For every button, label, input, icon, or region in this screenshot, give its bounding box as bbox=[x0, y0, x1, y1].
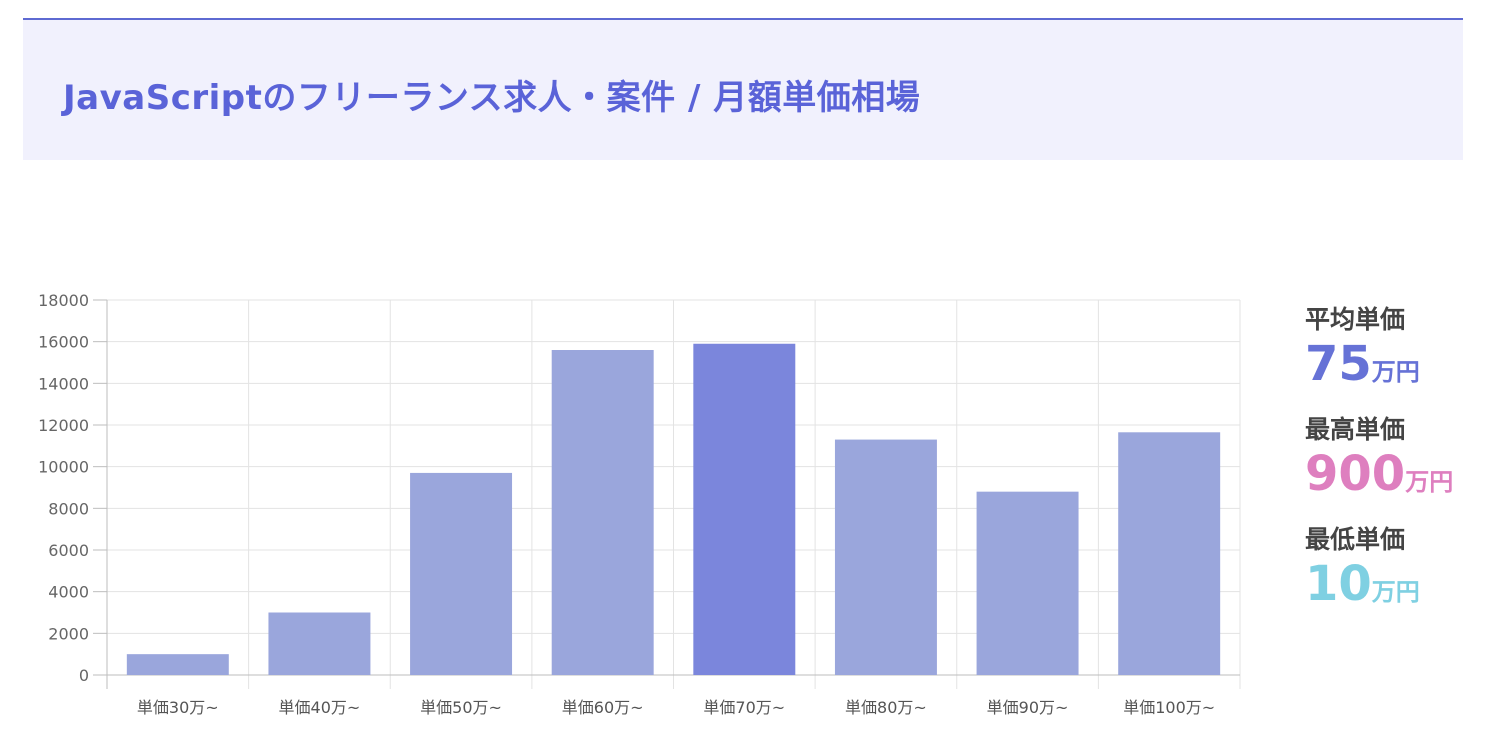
page-title: JavaScriptのフリーランス求人・案件 / 月額単価相場 bbox=[63, 78, 921, 118]
bar-chart-svg: 0 2000 4000 6000 8000 10000 12000 14000 16000 180… bbox=[38, 291, 1241, 717]
max-rate: 最高単価 900万円 bbox=[1305, 415, 1495, 507]
min-rate-number: 10 bbox=[1305, 556, 1372, 612]
rate-chart: 0 2000 4000 6000 8000 10000 12000 14000 16000 180… bbox=[0, 280, 1260, 748]
bar bbox=[268, 612, 371, 675]
y-tick-label: 14000 bbox=[38, 374, 89, 393]
average-rate-unit: 万円 bbox=[1371, 358, 1420, 386]
y-tick-label: 18000 bbox=[38, 291, 89, 310]
y-tick-label: 2000 bbox=[48, 624, 89, 643]
min-rate-label: 最低単価 bbox=[1305, 525, 1406, 554]
x-tick-label: 単価80万~ bbox=[845, 698, 927, 717]
max-rate-unit: 万円 bbox=[1405, 468, 1454, 496]
y-tick-label: 16000 bbox=[38, 333, 89, 352]
bar bbox=[551, 350, 654, 675]
bar bbox=[693, 343, 796, 675]
y-tick-label: 8000 bbox=[48, 499, 89, 518]
bar bbox=[976, 491, 1079, 675]
x-tick-label: 単価90万~ bbox=[987, 698, 1069, 717]
y-tick-label: 0 bbox=[79, 666, 89, 685]
y-tick-label: 10000 bbox=[38, 458, 89, 477]
y-tick-label: 6000 bbox=[48, 541, 89, 560]
average-rate-label: 平均単価 bbox=[1305, 305, 1406, 334]
x-tick-label: 単価70万~ bbox=[703, 698, 785, 717]
x-tick-label: 単価40万~ bbox=[279, 698, 361, 717]
x-tick-label: 単価100万~ bbox=[1123, 698, 1215, 717]
x-tick-label: 単価60万~ bbox=[562, 698, 644, 717]
y-tick-label: 4000 bbox=[48, 583, 89, 602]
min-rate: 最低単価 10万円 bbox=[1305, 525, 1495, 617]
average-rate-value: 75万円 bbox=[1305, 335, 1495, 397]
rate-stats: 平均単価 75万円 最高単価 900万円 最低単価 10万円 bbox=[1305, 305, 1495, 635]
bar bbox=[834, 439, 937, 675]
x-tick-label: 単価30万~ bbox=[137, 698, 219, 717]
min-rate-value: 10万円 bbox=[1305, 555, 1495, 617]
average-rate-number: 75 bbox=[1305, 336, 1372, 392]
bar bbox=[1118, 432, 1221, 675]
bar bbox=[410, 472, 513, 675]
page-header: JavaScriptのフリーランス求人・案件 / 月額単価相場 bbox=[23, 18, 1463, 160]
bar bbox=[126, 654, 229, 675]
x-tick-label: 単価50万~ bbox=[420, 698, 502, 717]
max-rate-number: 900 bbox=[1305, 446, 1406, 502]
max-rate-label: 最高単価 bbox=[1305, 415, 1406, 444]
min-rate-unit: 万円 bbox=[1371, 578, 1420, 606]
y-tick-label: 12000 bbox=[38, 416, 89, 435]
max-rate-value: 900万円 bbox=[1305, 445, 1495, 507]
average-rate: 平均単価 75万円 bbox=[1305, 305, 1495, 397]
